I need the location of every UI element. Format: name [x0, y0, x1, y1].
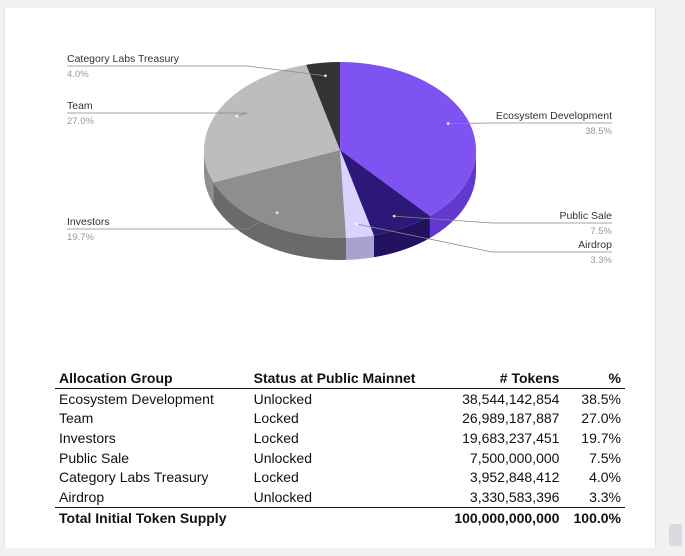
cell-group: Category Labs Treasury [59, 469, 209, 486]
scrollbar-thumb[interactable] [669, 524, 682, 546]
cell-status: Locked [253, 469, 299, 486]
cell-group: Investors [59, 429, 116, 446]
callout-line [67, 65, 326, 77]
table-header-row: Allocation Group Status at Public Mainne… [55, 368, 625, 389]
table-row: Ecosystem Development Unlocked 38,544,14… [55, 389, 625, 409]
callout-percent-public-sale: 7.5% [590, 226, 612, 237]
pie-side-public-sale [373, 216, 430, 258]
callout-dot [235, 114, 239, 118]
callout-percent-ecosystem-development: 38.5% [585, 126, 612, 137]
pie-slice-ecosystem-development [340, 62, 476, 217]
table-row: Airdrop Unlocked 3,330,583,396 3.3% [55, 487, 625, 507]
callout-percent-team: 27.0% [67, 116, 94, 127]
total-label: Total Initial Token Supply [55, 506, 250, 529]
pie-slice-airdrop [340, 150, 374, 238]
cell-tokens: 7,500,000,000 [469, 449, 560, 466]
cell-status: Unlocked [253, 390, 313, 407]
total-tokens: 100,000,000,000 [437, 506, 564, 529]
table-total-row: Total Initial Token Supply 100,000,000,0… [55, 506, 625, 529]
cell-percent: 19.7% [581, 429, 621, 446]
pie-slice-investors [213, 150, 346, 238]
callout-line [394, 215, 612, 224]
callout-line [448, 122, 612, 124]
callout-line [356, 223, 612, 253]
callout-percent-category-labs-treasury: 4.0% [67, 69, 89, 80]
cell-group: Team [59, 410, 94, 427]
pie-slice-public-sale [340, 150, 430, 236]
allocation-table: Allocation Group Status at Public Mainne… [55, 368, 625, 529]
header-tokens: # Tokens [437, 368, 564, 389]
table-row: Public Sale Unlocked 7,500,000,000 7.5% [55, 448, 625, 468]
table-row: Team Locked 26,989,187,887 27.0% [55, 409, 625, 429]
callout-label-investors: Investors [67, 216, 110, 228]
cell-group: Airdrop [59, 488, 105, 505]
pie-slices [203, 62, 476, 238]
pie-side-ecosystem-development [429, 150, 476, 239]
callout-line [67, 212, 278, 230]
callout-percent-airdrop: 3.3% [590, 255, 612, 266]
callout-dot [446, 122, 450, 125]
pie-slice-category-labs-treasury [306, 62, 340, 150]
cell-status: Unlocked [253, 488, 313, 505]
cell-group: Public Sale [59, 449, 130, 466]
callout-dot [392, 214, 396, 218]
header-status: Status at Public Mainnet [249, 368, 438, 389]
callout-dot [275, 211, 279, 215]
cell-percent: 4.0% [589, 469, 621, 486]
cell-group: Ecosystem Development [59, 390, 214, 407]
callout-label-public-sale: Public Sale [559, 210, 612, 222]
table-row: Investors Locked 19,683,237,451 19.7% [55, 428, 625, 448]
total-status [249, 506, 438, 529]
callout-dot [324, 74, 327, 78]
callout-percent-investors: 19.7% [67, 232, 94, 243]
cell-percent: 27.0% [581, 410, 621, 427]
callout-dot [355, 222, 359, 226]
cell-percent: 7.5% [589, 449, 621, 466]
cell-status: Unlocked [253, 449, 313, 466]
pie-slice-team [203, 64, 340, 183]
table-row: Category Labs Treasury Locked 3,952,848,… [55, 467, 625, 487]
cell-tokens: 26,989,187,887 [462, 410, 560, 427]
callout-label-ecosystem-development: Ecosystem Development [496, 110, 612, 122]
cell-tokens: 3,952,848,412 [469, 469, 560, 486]
pie-side-airdrop [345, 235, 374, 260]
header-percent: % [563, 368, 625, 389]
cell-percent: 38.5% [581, 390, 621, 407]
cell-tokens: 19,683,237,451 [462, 429, 560, 446]
callout-label-airdrop: Airdrop [578, 239, 612, 251]
header-allocation-group: Allocation Group [55, 368, 250, 389]
cell-percent: 3.3% [589, 488, 621, 505]
pie-callout-labels: Ecosystem Development 38.5% Public Sale 7.5… [67, 53, 613, 266]
callout-label-team: Team [67, 100, 93, 112]
cell-tokens: 38,544,142,854 [462, 390, 560, 407]
pie-3d-sides [204, 150, 476, 260]
total-percent: 100.0% [563, 506, 625, 529]
cell-status: Locked [253, 429, 299, 446]
cell-status: Locked [253, 410, 299, 427]
callout-line [67, 112, 248, 117]
cell-tokens: 3,330,583,396 [469, 488, 560, 505]
pie-side-team [204, 150, 214, 205]
pie-side-investors [213, 182, 346, 260]
callout-label-category-labs-treasury: Category Labs Treasury [67, 53, 180, 65]
